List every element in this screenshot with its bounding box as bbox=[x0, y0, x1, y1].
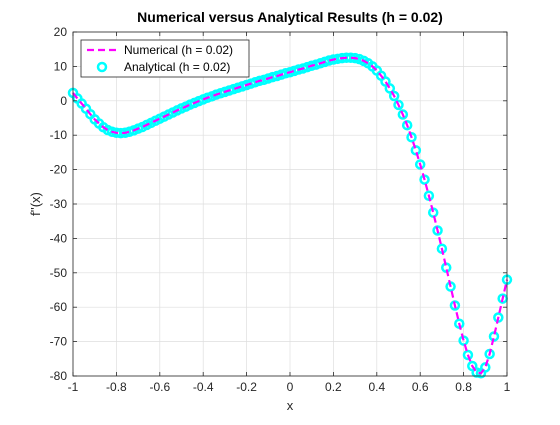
analytical-point bbox=[480, 362, 491, 373]
analytical-point bbox=[254, 75, 265, 87]
y-tick-label: -60 bbox=[50, 300, 68, 314]
y-tick-label: 10 bbox=[54, 59, 68, 73]
x-tick-label: -1 bbox=[68, 380, 79, 394]
x-tick-label: -0.2 bbox=[236, 380, 257, 394]
x-tick-label: -0.4 bbox=[193, 380, 214, 394]
y-tick-label: 0 bbox=[60, 94, 67, 108]
y-tick-label: -20 bbox=[50, 163, 68, 177]
chart-title: Numerical versus Analytical Results (h =… bbox=[137, 9, 443, 25]
y-tick-label: -40 bbox=[50, 231, 68, 245]
analytical-point bbox=[401, 119, 413, 131]
legend: Numerical (h = 0.02) Analytical (h = 0.0… bbox=[80, 39, 250, 78]
analytical-point bbox=[384, 83, 396, 94]
analytical-point bbox=[393, 99, 404, 111]
analytical-point bbox=[414, 159, 426, 170]
y-tick-label: -70 bbox=[50, 335, 68, 349]
legend-numerical-label: Numerical (h = 0.02) bbox=[124, 43, 233, 57]
y-tick-label: 20 bbox=[54, 25, 68, 39]
analytical-point bbox=[397, 109, 409, 120]
analytical-point bbox=[306, 60, 317, 71]
x-tick-label: 0.2 bbox=[325, 380, 342, 394]
analytical-point bbox=[388, 90, 400, 102]
y-axis-label: f''(x) bbox=[28, 192, 43, 216]
x-tick-label: 1 bbox=[504, 380, 511, 394]
legend-box bbox=[80, 39, 250, 78]
series-layer bbox=[67, 52, 513, 379]
x-axis-label: x bbox=[287, 398, 294, 413]
analytical-point bbox=[462, 349, 474, 361]
analytical-point bbox=[406, 132, 417, 143]
x-tick-label: -0.8 bbox=[106, 380, 127, 394]
legend-analytical-label: Analytical (h = 0.02) bbox=[124, 60, 230, 74]
analytical-point bbox=[267, 71, 278, 83]
y-tick-label: -10 bbox=[50, 128, 68, 142]
y-tick-label: -80 bbox=[50, 369, 68, 383]
analytical-point bbox=[410, 145, 422, 156]
y-tick-label: -50 bbox=[50, 266, 68, 280]
x-tick-label: 0.6 bbox=[412, 380, 429, 394]
x-tick-label: 0.4 bbox=[368, 380, 385, 394]
ticks: -1 -0.8 -0.6 -0.4 -0.2 0 0.2 0.4 0.6 0.8 1 20 10 0 -10… bbox=[50, 25, 511, 394]
numerical-line bbox=[72, 56, 509, 375]
x-tick-label: 0.8 bbox=[455, 380, 472, 394]
x-tick-label: -0.6 bbox=[149, 380, 170, 394]
analytical-point bbox=[419, 174, 430, 185]
legend-analytical-swatch bbox=[96, 61, 108, 73]
y-tick-label: -30 bbox=[50, 197, 68, 211]
x-tick-label: 0 bbox=[287, 380, 294, 394]
